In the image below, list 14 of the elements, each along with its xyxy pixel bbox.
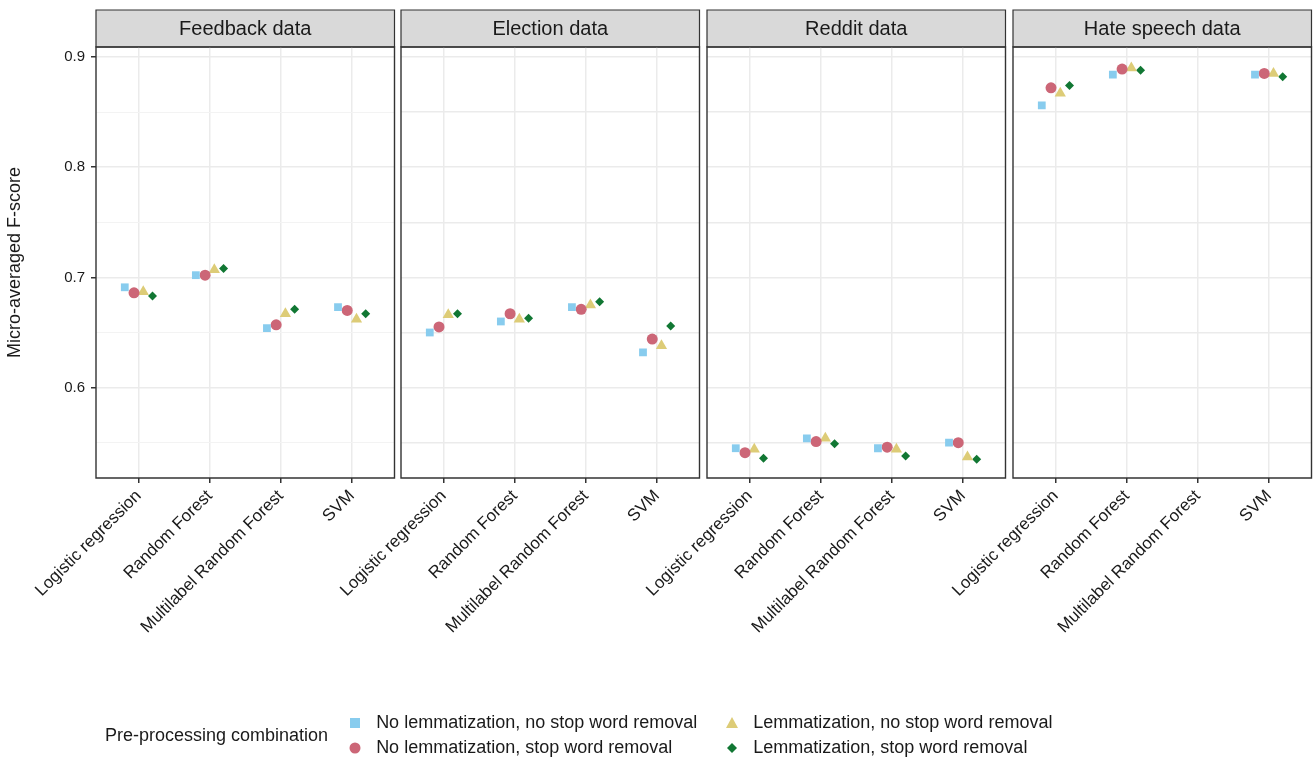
chart-title: Election data <box>492 17 609 40</box>
y-tick-label: 0.6 <box>64 377 85 395</box>
chart-title: Reddit data <box>805 17 909 40</box>
chart-title: Hate speech data <box>1083 17 1242 40</box>
y-tick-label: 0.9 <box>64 47 85 65</box>
y-tick-label: 0.7 <box>64 267 85 285</box>
chart-title: Feedback data <box>179 17 313 40</box>
legend-title: Pre-processing combination <box>105 724 329 746</box>
legend-label: No lemmatization, no stop word removal <box>376 712 698 733</box>
legend-label: Lemmatization, stop word removal <box>753 737 1028 758</box>
legend-label: Lemmatization, no stop word removal <box>753 712 1053 733</box>
legend-label: No lemmatization, stop word removal <box>376 737 673 758</box>
y-axis-title: Micro-averaged F-score <box>3 166 24 359</box>
y-tick-label: 0.8 <box>64 157 85 175</box>
